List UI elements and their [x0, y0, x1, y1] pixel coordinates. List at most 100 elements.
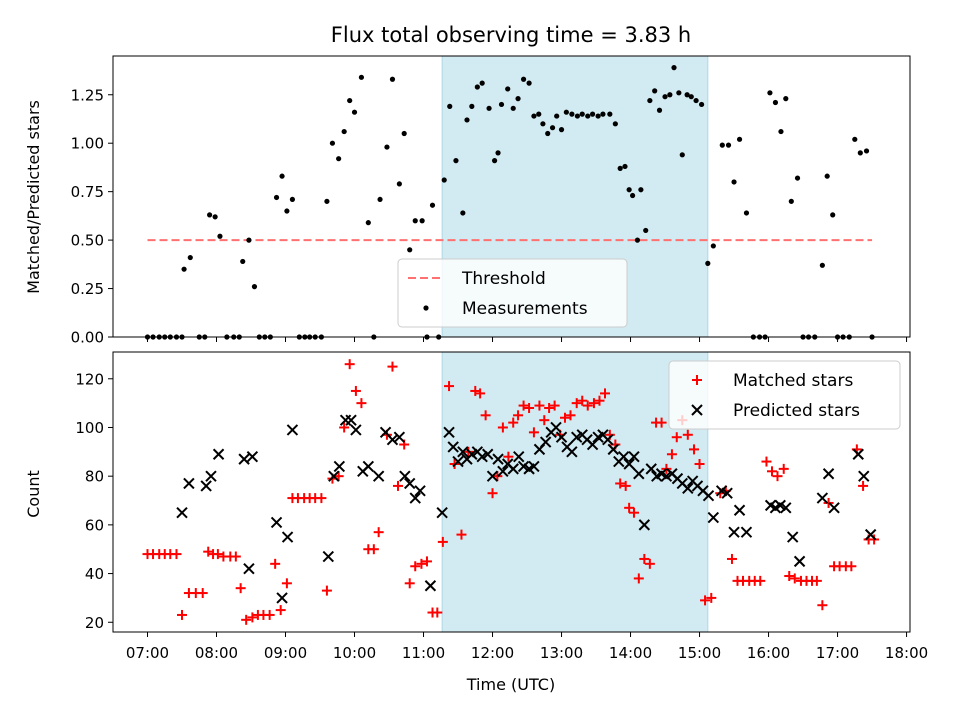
- data-point: [507, 463, 519, 475]
- data-point: [351, 109, 358, 115]
- legend: Threshold Measurements: [397, 258, 628, 328]
- data-point-d2: [183, 477, 195, 490]
- data-point: [783, 96, 789, 102]
- data-point-d2: [513, 450, 525, 463]
- data-point-d2: [715, 485, 728, 497]
- data-point: [486, 105, 492, 111]
- data-point-d2: [740, 526, 753, 538]
- bottom-panel: 20 40 60 80 100 120 07:00 08:00 09:00 10:00 11:00 1…: [75, 351, 928, 662]
- data-point: [456, 529, 467, 540]
- data-point-d2: [691, 480, 704, 492]
- data-point: [486, 470, 499, 482]
- data-point: [212, 214, 218, 220]
- data-point-d2: [350, 424, 362, 436]
- data-point: [212, 448, 225, 460]
- data-point: [344, 359, 355, 370]
- data-point: [457, 446, 469, 458]
- data-point: [623, 458, 635, 470]
- data-point: [416, 558, 427, 569]
- data-point: [634, 237, 641, 243]
- data-point: [721, 487, 733, 499]
- data-point: [329, 140, 336, 146]
- data-point-d2: [176, 506, 188, 519]
- data-point: [794, 175, 801, 181]
- data-point: [212, 549, 223, 560]
- data-point-d2: [628, 450, 640, 463]
- legend: Matched stars Predicted stars: [668, 360, 901, 430]
- data-point: [574, 113, 580, 119]
- data-point-d2: [443, 426, 455, 439]
- data-point: [469, 103, 475, 109]
- data-point: [822, 468, 835, 480]
- data-point: [622, 163, 628, 170]
- legend-measurements-swatch: [423, 305, 429, 311]
- data-point: [246, 450, 259, 463]
- data-point-d2: [550, 421, 562, 434]
- data-point: [238, 453, 250, 465]
- data-point: [600, 111, 606, 117]
- data-point-d2: [345, 414, 357, 426]
- data-point: [181, 266, 187, 272]
- data-point: [377, 196, 383, 203]
- data-point: [679, 152, 685, 158]
- data-point: [243, 562, 255, 575]
- y-tick-label: 0.00: [71, 329, 104, 347]
- data-point: [392, 480, 403, 491]
- data-point: [339, 422, 350, 433]
- data-point: [828, 502, 840, 514]
- data-point: [846, 561, 857, 572]
- data-point-d2: [517, 460, 530, 473]
- data-point: [480, 410, 491, 421]
- y-tick-label: 120: [75, 370, 104, 388]
- data-point: [830, 212, 836, 218]
- data-point: [656, 107, 663, 113]
- data-point-d2: [457, 446, 469, 458]
- data-point: [778, 463, 789, 474]
- x-tick-label: 15:00: [678, 644, 721, 662]
- data-point: [643, 227, 649, 234]
- data-point: [279, 173, 285, 179]
- data-point-d2: [328, 470, 340, 482]
- data-point: [579, 111, 585, 117]
- data-point: [863, 148, 870, 154]
- data-point: [393, 431, 406, 443]
- data-point: [633, 468, 645, 480]
- data-point: [688, 94, 694, 100]
- data-point: [386, 433, 399, 446]
- data-point: [373, 527, 384, 538]
- data-point: [333, 471, 344, 482]
- data-point: [200, 480, 212, 492]
- data-point: [539, 436, 552, 448]
- y-tick-label: 60: [85, 516, 104, 534]
- x-tick-label: 17:00: [816, 644, 859, 662]
- data-point: [630, 192, 636, 199]
- data-point: [645, 463, 657, 475]
- x-tick-label: 10:00: [333, 644, 376, 662]
- data-point: [384, 144, 390, 150]
- data-point: [528, 460, 540, 473]
- y-tick-label: 20: [85, 614, 104, 632]
- data-point: [396, 181, 402, 187]
- data-point: [588, 398, 599, 409]
- legend-label: Measurements: [462, 299, 588, 319]
- data-point-d2: [333, 460, 346, 473]
- data-point: [421, 556, 432, 567]
- data-point-d2: [828, 502, 840, 514]
- data-point: [559, 412, 570, 423]
- data-point: [633, 573, 644, 584]
- data-point: [595, 113, 601, 119]
- x-tick-label: 18:00: [885, 644, 928, 662]
- data-point: [515, 96, 521, 102]
- data-point: [852, 448, 864, 460]
- data-point: [705, 260, 711, 266]
- data-point-d2: [212, 448, 225, 460]
- data-point: [555, 431, 568, 443]
- data-point-d2: [205, 470, 217, 482]
- x-axis-label: Time (UTC): [466, 675, 555, 694]
- data-point-d2: [379, 426, 392, 439]
- data-point: [736, 136, 743, 142]
- data-point: [628, 507, 639, 518]
- data-point: [240, 258, 246, 265]
- legend-swatch-d2: [691, 404, 703, 416]
- data-point-d2: [645, 463, 657, 475]
